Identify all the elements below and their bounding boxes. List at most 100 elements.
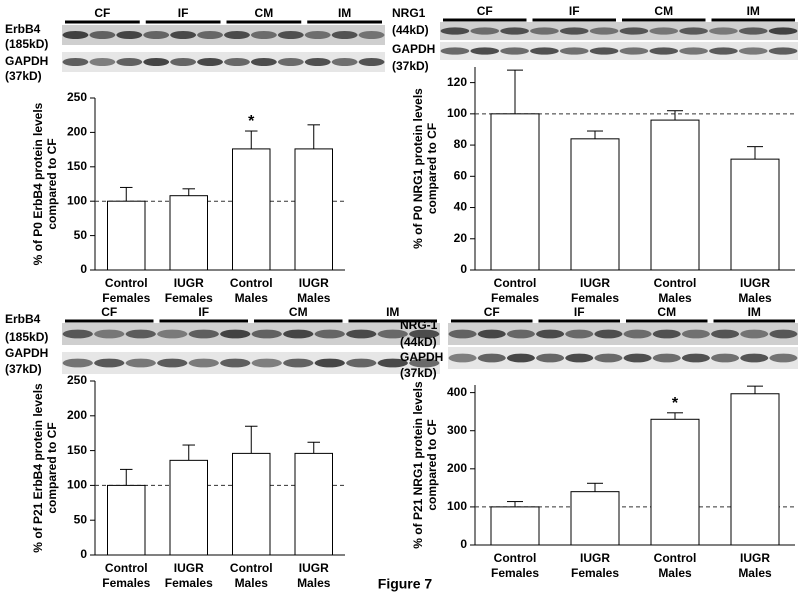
blot-band	[188, 329, 219, 339]
blot-band	[62, 58, 89, 66]
y-axis-label: compared to CF	[45, 138, 59, 229]
blot-band	[346, 358, 377, 368]
x-tick-label: Females	[102, 291, 150, 305]
blot-band	[768, 27, 798, 35]
blot-band	[197, 58, 223, 66]
blot-band	[440, 47, 470, 55]
blot-band	[250, 58, 277, 66]
blot-band	[125, 358, 156, 368]
blot-band	[709, 47, 738, 55]
error-bar	[667, 110, 683, 121]
bar	[650, 119, 700, 271]
x-tick-label: Females	[571, 566, 619, 580]
blot-band	[500, 27, 529, 35]
blot-band	[506, 353, 535, 363]
error-bar	[120, 186, 133, 202]
blot-band	[619, 47, 649, 55]
blot-label: GAPDH	[392, 42, 435, 56]
blot-band	[143, 31, 170, 39]
blot-label: (44kD)	[392, 23, 429, 37]
figure-label: Figure 7	[378, 576, 433, 592]
y-axis-label: compared to CF	[425, 419, 439, 510]
panel: CF IF CM IM ErbB4 (185kD) GAPDH (37kD) 0 50 100 150…	[5, 305, 440, 590]
y-tick-label: 120	[447, 75, 467, 89]
error-bar	[747, 146, 763, 160]
blot-band	[377, 329, 408, 339]
bar	[730, 158, 780, 271]
blot-band	[470, 27, 500, 35]
blot-background	[440, 42, 798, 60]
blot-label: GAPDH	[5, 54, 48, 68]
blot-band	[116, 58, 143, 66]
blot-band	[331, 31, 358, 39]
blot-group-label: IM	[386, 305, 399, 319]
bar	[730, 393, 780, 546]
error-bar	[182, 188, 195, 196]
y-tick-label: 250	[67, 373, 87, 387]
blot-label: ErbB4	[5, 312, 41, 326]
blot-band	[62, 31, 89, 39]
blot-band	[224, 31, 250, 39]
bar	[490, 113, 540, 271]
blot-band	[251, 329, 282, 339]
blot-band	[594, 329, 623, 339]
x-tick-label: Males	[658, 566, 692, 580]
bar	[107, 200, 146, 271]
y-axis-label: % of P0 ErbB4 protein levels	[31, 102, 45, 265]
blot-band	[589, 47, 619, 55]
blot-background	[448, 347, 798, 369]
blot-band	[740, 353, 769, 363]
blot-band	[711, 353, 740, 363]
x-tick-label: Control	[105, 561, 148, 575]
blot-band	[649, 47, 679, 55]
x-tick-label: Females	[571, 291, 619, 305]
x-tick-label: IUGR	[174, 276, 204, 290]
blot-group-label: IM	[747, 4, 760, 18]
blot-label: (37kD)	[5, 69, 42, 83]
blot-band	[62, 358, 93, 368]
x-tick-label: Males	[297, 291, 331, 305]
blot-band	[224, 58, 250, 66]
panel: CF IF CM IM NRG1 (44kD) GAPDH (37kD) 0 20 40 60 80 10…	[392, 4, 798, 305]
blot-background	[440, 22, 798, 40]
blot-band	[377, 358, 408, 368]
blot-band	[409, 329, 440, 339]
blot-band	[170, 58, 197, 66]
blot-band	[314, 358, 345, 368]
blot-label: (37kD)	[392, 59, 429, 73]
x-tick-label: Females	[165, 291, 213, 305]
blot-band	[250, 31, 277, 39]
blot-band	[448, 329, 477, 339]
blot-band	[536, 353, 565, 363]
blot-label: NRG1	[392, 6, 426, 20]
blot-background	[448, 323, 798, 345]
blot-band	[304, 58, 331, 66]
x-tick-label: IUGR	[299, 276, 329, 290]
x-tick-label: IUGR	[740, 551, 770, 565]
blot-group-label: IF	[198, 305, 209, 319]
blot-band	[769, 353, 798, 363]
blot-band	[283, 358, 314, 368]
x-tick-label: Control	[105, 276, 148, 290]
blot-band	[681, 329, 710, 339]
x-tick-label: Males	[235, 291, 269, 305]
y-tick-label: 40	[454, 200, 468, 214]
y-tick-label: 150	[67, 159, 87, 173]
blot-band	[500, 47, 529, 55]
y-tick-label: 0	[460, 262, 467, 276]
significance-mark: *	[672, 395, 679, 412]
blot-band	[304, 31, 331, 39]
blot-band	[157, 329, 188, 339]
y-tick-label: 100	[447, 106, 467, 120]
x-tick-label: Males	[738, 291, 772, 305]
y-tick-label: 200	[67, 408, 87, 422]
blot-group-label: CM	[255, 6, 274, 20]
bar	[294, 148, 333, 271]
blot-band	[565, 329, 594, 339]
error-bar	[747, 385, 763, 394]
blot-band	[589, 27, 619, 35]
blot-band	[559, 47, 589, 55]
blot-band	[346, 329, 377, 339]
blot-band	[314, 329, 345, 339]
